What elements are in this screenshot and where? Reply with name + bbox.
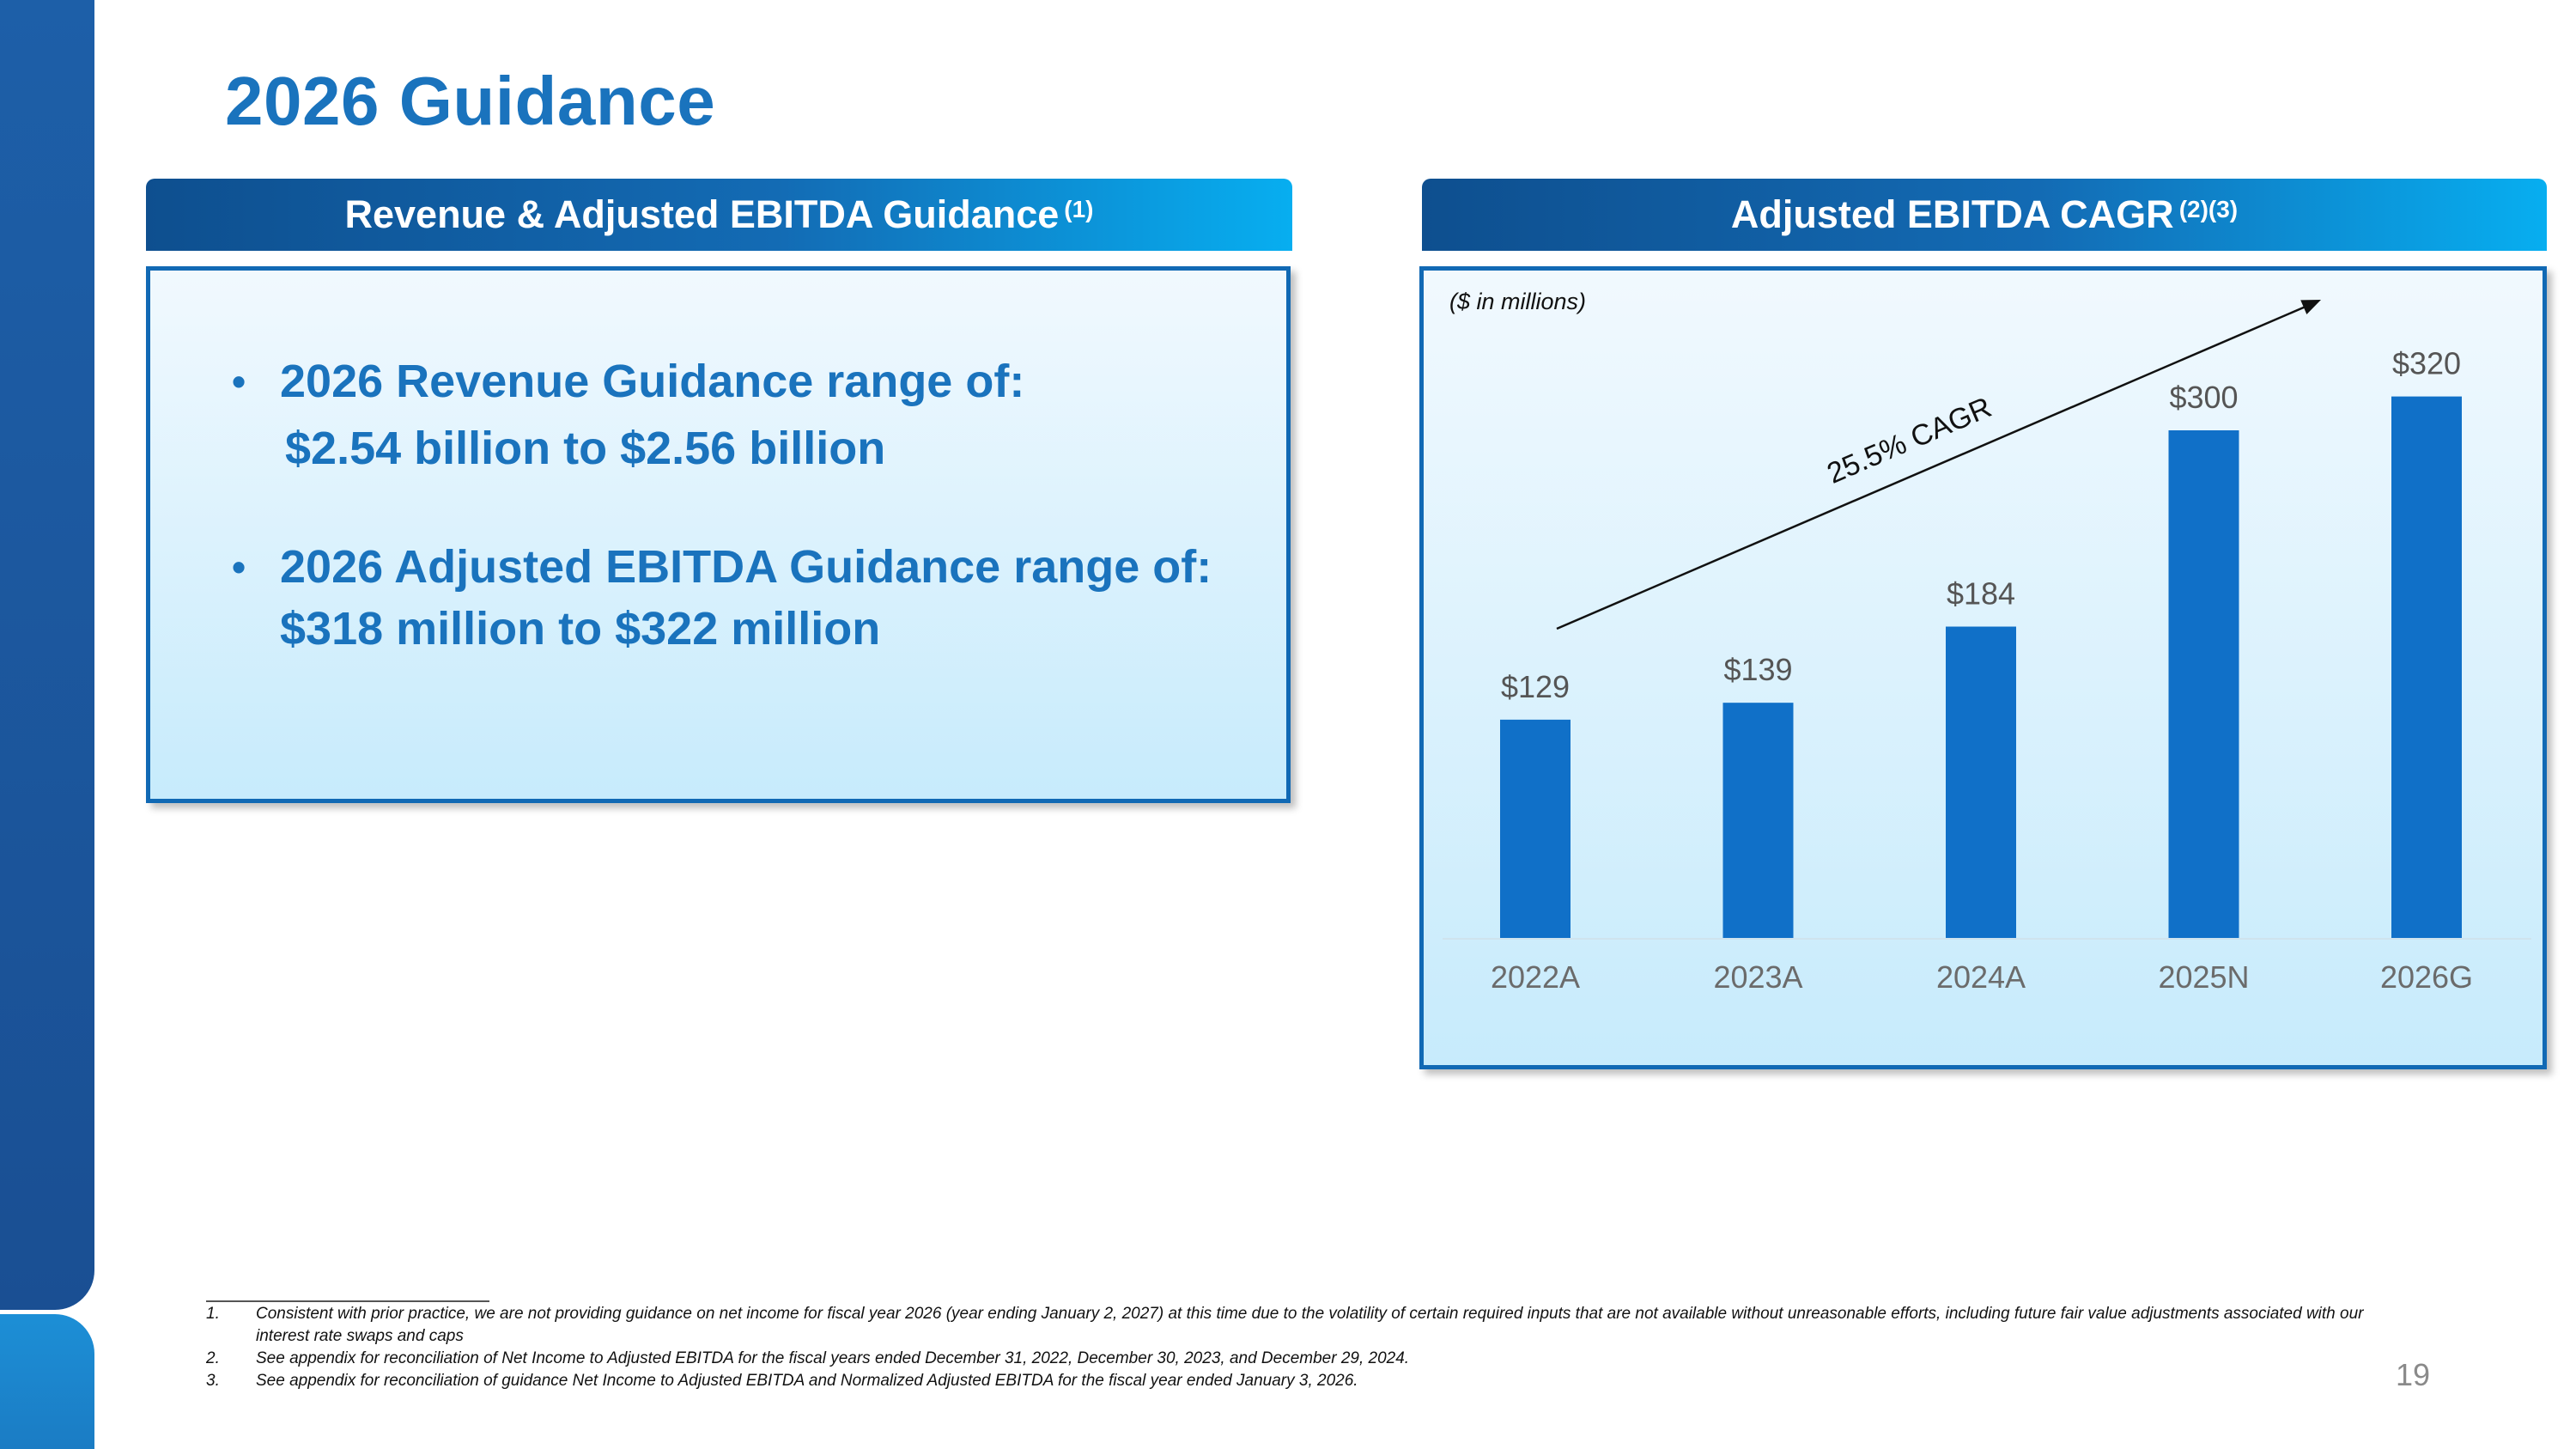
chart-data-label-2024A: $184 [1947, 576, 2015, 612]
cagr-trend-line [1556, 305, 2306, 630]
ebitda-cagr-header-text: Adjusted EBITDA CAGR [1730, 192, 2174, 236]
revenue-ebitda-guidance-header-text: Revenue & Adjusted EBITDA Guidance [344, 192, 1060, 236]
footnote-3-text: See appendix for reconciliation of guida… [256, 1372, 1358, 1390]
revenue-guidance-label: 2026 Revenue Guidance range of: [280, 356, 1025, 407]
side-accent-bar-bottom [0, 1314, 94, 1449]
chart-bar-2022A [1500, 719, 1571, 938]
ebitda-cagr-header-footnote-ref: (2)(3) [2178, 196, 2239, 222]
bullet-dot-icon: • [232, 545, 246, 589]
ebitda-guidance-range: $318 million to $322 million [280, 603, 881, 654]
chart-unit-note: ($ in millions) [1449, 289, 1586, 314]
footnote-1-number: 1. [206, 1305, 220, 1323]
revenue-ebitda-guidance-header-footnote-ref: (1) [1064, 196, 1094, 222]
footnote-divider [206, 1300, 489, 1302]
ebitda-guidance-label: 2026 Adjusted EBITDA Guidance range of: [280, 541, 1212, 593]
chart-bar-2023A [1722, 703, 1794, 938]
footnotes: 1. Consistent with prior practice, we ar… [206, 1303, 2370, 1392]
chart-category-label-2023A: 2023A [1713, 959, 1802, 995]
chart-bar-2024A [1946, 626, 2016, 938]
arrowhead-icon [2300, 300, 2321, 314]
side-accent-bar-top [0, 0, 94, 1310]
chart-data-label-2025N: $300 [2169, 380, 2238, 415]
cagr-annotation: 25.5% CAGR [1822, 391, 1996, 490]
footnote-2-number: 2. [206, 1349, 220, 1367]
ebitda-guidance-bullet: • 2026 Adjusted EBITDA Guidance range of… [232, 533, 1212, 657]
guidance-bullet-list: • 2026 Revenue Guidance range of: $2.54 … [232, 348, 1212, 657]
bullet-dot-icon: • [232, 359, 246, 404]
footnote-3: 3. See appendix for reconciliation of gu… [206, 1370, 2370, 1392]
guidance-panel: • 2026 Revenue Guidance range of: $2.54 … [146, 266, 1291, 803]
revenue-guidance-bullet: • 2026 Revenue Guidance range of: $2.54 … [232, 348, 1212, 482]
chart-category-label-2025N: 2025N [2158, 959, 2249, 995]
footnote-2-text: See appendix for reconciliation of Net I… [256, 1349, 1410, 1367]
ebitda-bar-chart: ($ in millions) $129 2022A $139 2023A $184 202… [1443, 289, 2531, 995]
page-title: 2026 Guidance [225, 63, 716, 139]
ebitda-chart-panel: ($ in millions) $129 2022A $139 2023A $184 202… [1419, 266, 2547, 1069]
chart-category-label-2026G: 2026G [2380, 959, 2473, 995]
chart-category-label-2024A: 2024A [1936, 959, 2026, 995]
chart-category-label-2022A: 2022A [1491, 959, 1580, 995]
chart-data-label-2026G: $320 [2392, 346, 2461, 381]
footnote-2: 2. See appendix for reconciliation of Ne… [206, 1348, 2370, 1370]
revenue-guidance-range: $2.54 billion to $2.56 billion [285, 423, 886, 474]
ebitda-cagr-header: Adjusted EBITDA CAGR (2)(3) [1422, 179, 2547, 251]
chart-data-label-2022A: $129 [1501, 669, 1570, 704]
chart-bar-2025N [2168, 430, 2239, 938]
footnote-1: 1. Consistent with prior practice, we ar… [206, 1303, 2370, 1348]
page-number: 19 [2396, 1357, 2431, 1392]
revenue-ebitda-guidance-header: Revenue & Adjusted EBITDA Guidance (1) [146, 179, 1292, 251]
footnote-3-number: 3. [206, 1372, 220, 1390]
chart-bar-2026G [2391, 396, 2462, 939]
footnote-1-text: Consistent with prior practice, we are n… [256, 1305, 2364, 1345]
chart-data-label-2023A: $139 [1723, 652, 1792, 687]
